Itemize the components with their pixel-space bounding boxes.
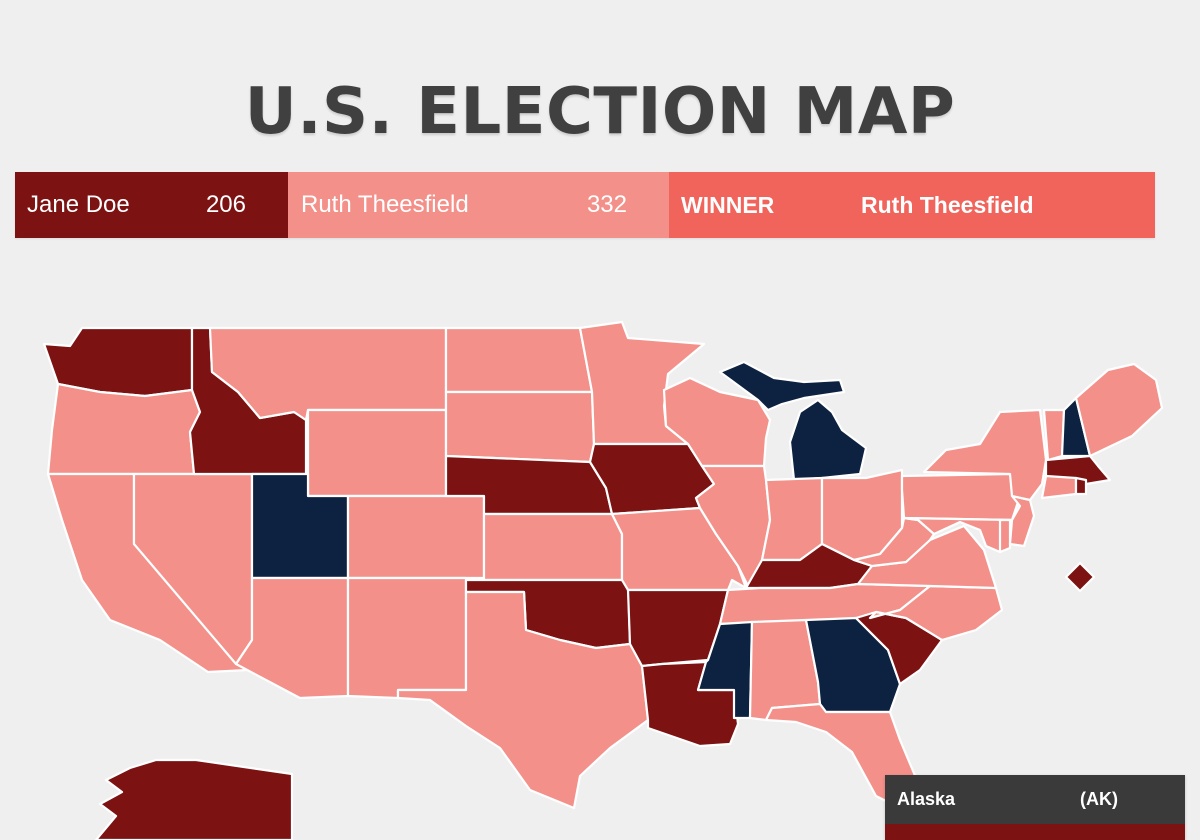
state-mi-upper[interactable] xyxy=(718,360,846,412)
state-tooltip: Alaska (AK) xyxy=(885,775,1185,840)
state-la[interactable] xyxy=(640,660,740,748)
state-nj[interactable] xyxy=(1008,494,1036,548)
state-ct[interactable] xyxy=(1040,474,1078,500)
state-sd[interactable] xyxy=(444,390,596,464)
candidate-ruth-theesfield: Ruth Theesfield 332 xyxy=(288,172,669,238)
state-vt[interactable] xyxy=(1042,408,1066,462)
state-de[interactable] xyxy=(998,518,1012,554)
state-ks[interactable] xyxy=(482,512,624,582)
state-ri[interactable] xyxy=(1074,476,1088,496)
state-az[interactable] xyxy=(234,576,350,700)
state-in[interactable] xyxy=(760,476,824,562)
winner-name: Ruth Theesfield xyxy=(861,191,1034,218)
candidate-name: Ruth Theesfield xyxy=(301,191,469,218)
state-co[interactable] xyxy=(346,494,486,580)
candidate-jane-doe: Jane Doe 206 xyxy=(15,172,288,238)
state-pa[interactable] xyxy=(900,472,1022,522)
tooltip-state-abbr: (AK) xyxy=(1080,789,1118,809)
state-tx[interactable] xyxy=(396,590,650,810)
candidate-votes: 332 xyxy=(586,191,627,218)
state-or[interactable] xyxy=(46,382,202,476)
state-wy[interactable] xyxy=(306,408,448,498)
state-il[interactable] xyxy=(694,464,772,588)
state-dc-marker[interactable] xyxy=(1064,561,1096,593)
state-nm[interactable] xyxy=(346,576,468,700)
candidate-votes: 206 xyxy=(205,191,246,218)
state-nd[interactable] xyxy=(444,326,594,394)
tooltip-state-name: Alaska xyxy=(897,789,956,809)
states-group xyxy=(42,320,1164,840)
state-wi[interactable] xyxy=(662,376,772,468)
winner-block: WINNER Ruth Theesfield xyxy=(669,172,1155,238)
candidate-name: Jane Doe xyxy=(27,191,130,218)
state-nc[interactable] xyxy=(868,584,1004,642)
state-mi[interactable] xyxy=(788,398,868,482)
tooltip-color-strip xyxy=(885,824,1185,840)
winner-label: WINNER xyxy=(681,191,775,218)
page-title: U.S. ELECTION MAP xyxy=(244,74,956,149)
state-me[interactable] xyxy=(1074,362,1164,458)
tooltip-header: Alaska (AK) xyxy=(885,775,1185,824)
results-bar: Jane Doe 206 Ruth Theesfield 332 WINNER … xyxy=(15,172,1155,238)
state-ak[interactable] xyxy=(94,758,294,840)
